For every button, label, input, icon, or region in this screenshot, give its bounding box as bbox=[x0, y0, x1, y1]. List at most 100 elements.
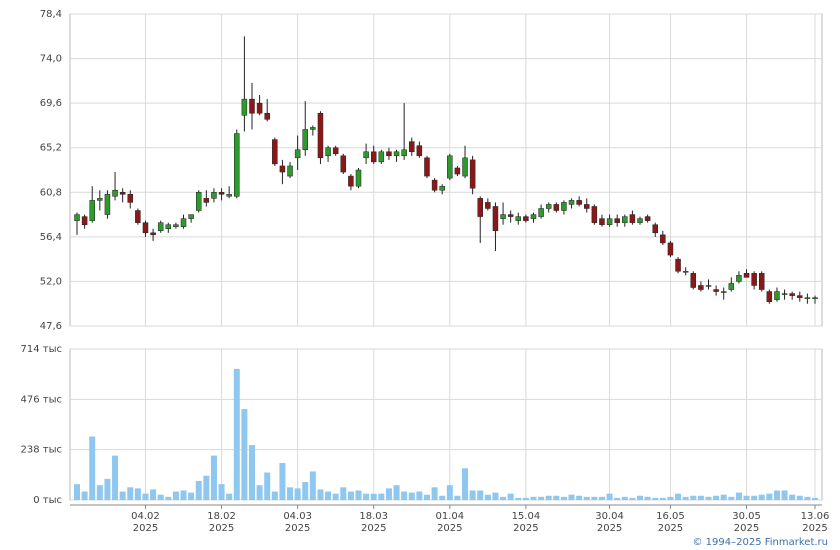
y-tick-label: 52,0 bbox=[40, 276, 62, 287]
candle-body bbox=[804, 297, 811, 299]
candle-body bbox=[553, 204, 560, 211]
candle-body bbox=[119, 192, 126, 195]
volume-bar bbox=[264, 472, 271, 500]
volume-bar bbox=[735, 492, 742, 500]
candle-body bbox=[363, 151, 369, 159]
candle-body bbox=[97, 198, 103, 201]
candle-body bbox=[348, 175, 354, 187]
candle-body bbox=[599, 218, 605, 225]
volume-bar bbox=[530, 496, 537, 500]
candle-body bbox=[576, 200, 582, 205]
volume-bar bbox=[256, 485, 263, 500]
volume-bar bbox=[294, 488, 301, 500]
candle-body bbox=[104, 194, 111, 215]
candle-body bbox=[135, 210, 141, 223]
volume-bar bbox=[545, 495, 552, 500]
volume-bar bbox=[492, 492, 499, 500]
candle-body bbox=[142, 222, 149, 234]
candle-body bbox=[409, 141, 415, 153]
y-tick-label: 238 тыс bbox=[21, 445, 62, 456]
candle-body bbox=[393, 151, 400, 157]
x-tick-year: 2025 bbox=[658, 523, 683, 534]
y-tick-label: 65,2 bbox=[40, 143, 62, 154]
volume-bar bbox=[637, 495, 644, 500]
candle-body bbox=[241, 98, 248, 116]
volume-bar bbox=[150, 489, 157, 500]
candle-body bbox=[439, 185, 445, 191]
x-tick-label: 15.04 bbox=[512, 511, 541, 522]
candle-body bbox=[279, 165, 286, 173]
candle-body bbox=[705, 285, 712, 287]
volume-bar bbox=[462, 468, 469, 500]
candle-body bbox=[218, 192, 225, 195]
y-tick-label: 74,0 bbox=[40, 54, 62, 65]
candle-body bbox=[652, 224, 658, 234]
candle-body bbox=[500, 214, 506, 219]
volume-bar bbox=[690, 495, 697, 500]
volume-bar bbox=[728, 496, 735, 500]
candle-body bbox=[728, 283, 735, 290]
y-tick-label: 60,8 bbox=[40, 187, 62, 198]
candle-body bbox=[173, 224, 179, 227]
candle-body bbox=[203, 198, 210, 203]
volume-bar bbox=[469, 490, 476, 500]
volume-bar bbox=[96, 485, 103, 500]
candle-body bbox=[431, 179, 438, 191]
volume-bar bbox=[439, 495, 446, 500]
candle-body bbox=[797, 295, 803, 298]
candle-body bbox=[660, 234, 666, 244]
x-tick-year: 2025 bbox=[513, 523, 538, 534]
x-tick-year: 2025 bbox=[361, 523, 386, 534]
candle-body bbox=[766, 291, 773, 302]
volume-bar bbox=[385, 488, 392, 500]
volume-bar bbox=[112, 455, 119, 500]
volume-bar bbox=[789, 494, 796, 500]
volume-bar bbox=[393, 485, 400, 500]
volume-bar bbox=[659, 497, 666, 500]
candle-body bbox=[272, 139, 278, 165]
candle-body bbox=[758, 273, 765, 290]
volume-bar bbox=[796, 495, 803, 500]
volume-bar bbox=[355, 490, 362, 500]
candle-body bbox=[249, 98, 255, 114]
candle-body bbox=[720, 291, 727, 293]
candle-body bbox=[340, 155, 347, 173]
candle-body bbox=[812, 297, 818, 299]
candle-body bbox=[667, 242, 674, 256]
candle-body bbox=[606, 218, 613, 225]
x-tick-label: 30.05 bbox=[732, 511, 761, 522]
candle-body bbox=[416, 145, 423, 157]
volume-bar bbox=[515, 497, 522, 500]
candle-body bbox=[370, 151, 377, 163]
volume-bar bbox=[675, 493, 682, 500]
candle-body bbox=[492, 206, 499, 232]
volume-bar bbox=[401, 491, 408, 500]
candle-body bbox=[287, 165, 293, 177]
volume-bar bbox=[621, 496, 628, 500]
x-tick-label: 04.02 bbox=[131, 511, 160, 522]
x-tick-label: 13.06 bbox=[801, 511, 830, 522]
candle-body bbox=[401, 149, 407, 157]
candle-body bbox=[584, 204, 590, 209]
candle-body bbox=[637, 218, 643, 223]
volume-bar bbox=[172, 491, 179, 500]
y-tick-label: 0 тыс bbox=[33, 495, 62, 506]
volume-bar bbox=[431, 487, 438, 500]
volume-bar bbox=[812, 497, 818, 500]
y-tick-label: 47,6 bbox=[40, 321, 62, 332]
x-tick-year: 2025 bbox=[802, 523, 827, 534]
x-tick-label: 30.04 bbox=[595, 511, 624, 522]
candle-body bbox=[507, 214, 514, 217]
volume-bar bbox=[241, 409, 248, 500]
candle-body bbox=[736, 275, 742, 282]
candle-body bbox=[781, 293, 788, 295]
copyright: © 1994–2025 Finmarket.ru bbox=[692, 537, 828, 548]
volume-bar bbox=[226, 493, 233, 500]
volume-bar bbox=[560, 496, 567, 500]
x-tick-label: 01.04 bbox=[435, 511, 464, 522]
volume-bar bbox=[773, 490, 780, 500]
candle-body bbox=[561, 202, 567, 211]
volume-bar bbox=[203, 475, 210, 500]
x-tick-year: 2025 bbox=[209, 523, 234, 534]
volume-bar bbox=[522, 497, 529, 500]
